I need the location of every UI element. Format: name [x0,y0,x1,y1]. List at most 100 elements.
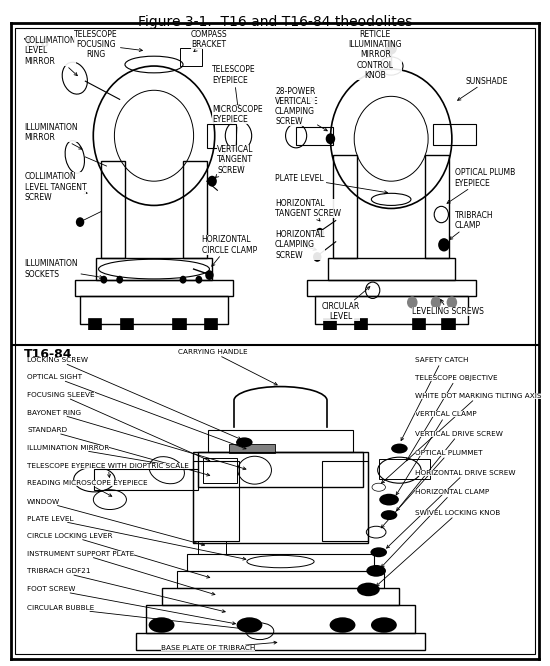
Text: TELESCOPE
FOCUSING
RING: TELESCOPE FOCUSING RING [74,30,142,59]
Bar [333,155,357,258]
Circle shape [207,176,217,186]
Text: MICROSCOPE
EYEPIECE: MICROSCOPE EYEPIECE [212,105,263,151]
Text: BAYONET RING: BAYONET RING [27,410,246,470]
Circle shape [116,276,123,284]
Bar [441,318,454,330]
Text: COLLIMATION
LEVEL TANGENT
SCREW: COLLIMATION LEVEL TANGENT SCREW [25,172,87,202]
Text: TELESCOPE
EYEPIECE: TELESCOPE EYEPIECE [212,65,256,108]
Text: WINDOW: WINDOW [27,499,205,545]
Text: CIRCULAR BUBBLE: CIRCULAR BUBBLE [27,605,256,631]
Bar [192,461,239,541]
Bar [88,318,101,330]
Text: HORIZONTAL
CIRCLE CLAMP: HORIZONTAL CIRCLE CLAMP [201,235,257,266]
Text: 28-POWER
TELESCOPE: 28-POWER TELESCOPE [275,87,318,120]
Text: ILLUMINATION
MIRROR: ILLUMINATION MIRROR [25,123,82,149]
Circle shape [101,276,107,284]
Bar [180,48,201,66]
Text: BASE PLATE OF TRIBRACH: BASE PLATE OF TRIBRACH [161,641,277,651]
Text: INSTRUMENT SUPPORT PLATE: INSTRUMENT SUPPORT PLATE [27,551,215,595]
Bar [426,155,449,258]
Circle shape [236,438,252,448]
Bar [198,452,363,488]
Text: FOOT SCREW: FOOT SCREW [27,587,235,625]
Circle shape [313,252,321,262]
Circle shape [431,296,441,308]
Text: HORIZONTAL
CLAMPING
SCREW: HORIZONTAL CLAMPING SCREW [275,230,324,260]
Circle shape [371,547,387,557]
Bar [198,541,226,554]
Text: WHITE DOT MARKING TILTING AXIS: WHITE DOT MARKING TILTING AXIS [382,393,541,484]
Bar [296,127,333,145]
Text: CARRYING HANDLE: CARRYING HANDLE [179,350,277,385]
Bar [412,318,426,330]
Bar [208,430,353,452]
Circle shape [381,510,397,520]
Text: HORIZONTAL CLAMP: HORIZONTAL CLAMP [381,490,489,567]
Circle shape [329,617,355,633]
Text: HORIZONTAL
TANGENT SCREW: HORIZONTAL TANGENT SCREW [275,198,341,221]
Bar [120,318,133,330]
Circle shape [438,238,450,252]
Bar [162,588,399,605]
Circle shape [180,276,186,284]
Bar [433,124,476,145]
Bar [307,280,476,296]
Circle shape [386,41,397,55]
Circle shape [205,270,213,280]
Text: COLLIMATION
LEVEL
MIRROR: COLLIMATION LEVEL MIRROR [25,36,78,76]
Text: VERTICAL
TANGENT
SCREW: VERTICAL TANGENT SCREW [216,145,254,178]
Circle shape [371,617,397,633]
Bar [322,461,369,541]
Bar [322,318,335,330]
Circle shape [407,296,417,308]
Bar [75,280,233,296]
Text: HORIZONTAL DRIVE SCREW: HORIZONTAL DRIVE SCREW [387,470,515,548]
Bar [101,161,125,258]
Bar [315,296,468,324]
Text: T16-84: T16-84 [24,348,73,361]
Text: OPTICAL PLUMB
EYEPIECE: OPTICAL PLUMB EYEPIECE [447,168,515,203]
Bar [96,258,212,280]
Text: TRIBRACH GDF21: TRIBRACH GDF21 [27,569,225,613]
Text: SAFETY CATCH: SAFETY CATCH [401,357,469,441]
Bar [95,469,198,490]
Text: SUNSHADE: SUNSHADE [458,77,508,101]
Bar [80,296,228,324]
Bar [183,161,207,258]
Bar [188,554,373,571]
Bar [177,571,384,588]
Text: COMPASS
BRACKET: COMPASS BRACKET [191,30,228,51]
Text: OPTICAL SIGHT: OPTICAL SIGHT [27,374,246,449]
Bar [379,460,431,480]
Circle shape [372,484,386,492]
Text: FOCUSING SLEEVE: FOCUSING SLEEVE [27,392,210,461]
Text: LOCKING SCREW: LOCKING SCREW [27,357,241,440]
Text: TELESCOPE EYEPIECE WITH DIOPTRIC SCALE: TELESCOPE EYEPIECE WITH DIOPTRIC SCALE [27,464,189,478]
Text: T16: T16 [24,37,50,51]
Bar [173,318,186,330]
Text: TRIBRACH
CLAMP: TRIBRACH CLAMP [449,211,493,240]
Bar [146,605,415,633]
Text: VERTICAL CLAMP: VERTICAL CLAMP [396,412,476,495]
Circle shape [366,565,386,577]
Bar [204,318,217,330]
Circle shape [326,133,335,145]
Text: VERTICAL
CLAMPING
SCREW: VERTICAL CLAMPING SCREW [275,97,327,131]
Text: RETICLE
ILLUMINATING
MIRROR
CONTROL
KNOB: RETICLE ILLUMINATING MIRROR CONTROL KNOB [349,30,402,81]
Circle shape [391,444,408,454]
Circle shape [447,296,457,308]
Text: SWIVEL LOCKING KNOB: SWIVEL LOCKING KNOB [376,510,500,586]
Bar [328,258,454,280]
Text: PLATE LEVEL: PLATE LEVEL [27,516,246,560]
Circle shape [316,228,324,238]
Text: CIRCLE LOCKING LEVER: CIRCLE LOCKING LEVER [27,533,210,578]
Text: OPTICAL PLUMMET: OPTICAL PLUMMET [381,450,482,528]
Bar [229,444,276,453]
Text: READING MICROSCOPE EYEPIECE: READING MICROSCOPE EYEPIECE [27,480,148,496]
Text: PLATE LEVEL: PLATE LEVEL [275,174,388,194]
Circle shape [148,617,174,633]
Bar [354,318,367,330]
Circle shape [357,583,379,596]
Circle shape [195,276,202,284]
Circle shape [236,617,262,633]
